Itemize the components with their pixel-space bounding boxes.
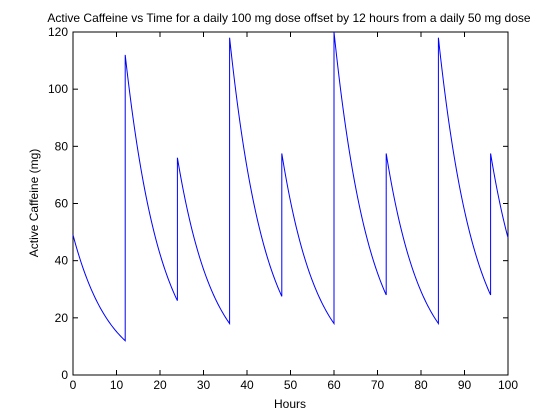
y-tick-label: 40 xyxy=(55,254,69,268)
axis-ticks: 0 10 20 30 40 50 60 70 80 90 100 0 20 40 60 80 100 120 xyxy=(48,25,518,392)
y-tick-label: 80 xyxy=(55,139,69,153)
y-tick-label: 0 xyxy=(61,368,68,382)
y-tick-label: 20 xyxy=(55,311,69,325)
y-tick-label: 100 xyxy=(48,82,68,96)
y-axis-label: Active Caffeine (mg) xyxy=(27,149,41,258)
chart-title: Active Caffeine vs Time for a daily 100 … xyxy=(47,11,530,25)
x-tick-label: 90 xyxy=(458,378,472,392)
series-line xyxy=(72,31,509,342)
x-tick-label: 40 xyxy=(240,378,254,392)
y-tick-label: 60 xyxy=(55,197,69,211)
x-tick-label: 80 xyxy=(414,378,428,392)
x-tick-label: 0 xyxy=(70,378,77,392)
x-tick-label: 50 xyxy=(284,378,298,392)
x-axis-label: Hours xyxy=(274,397,306,411)
x-tick-label: 30 xyxy=(197,378,211,392)
y-tick-label: 120 xyxy=(48,25,68,39)
series-layer xyxy=(72,31,509,342)
x-tick-label: 60 xyxy=(327,378,341,392)
x-tick-label: 70 xyxy=(371,378,385,392)
x-tick-label: 10 xyxy=(110,378,124,392)
x-tick-label: 20 xyxy=(153,378,167,392)
x-tick-label: 100 xyxy=(498,378,518,392)
